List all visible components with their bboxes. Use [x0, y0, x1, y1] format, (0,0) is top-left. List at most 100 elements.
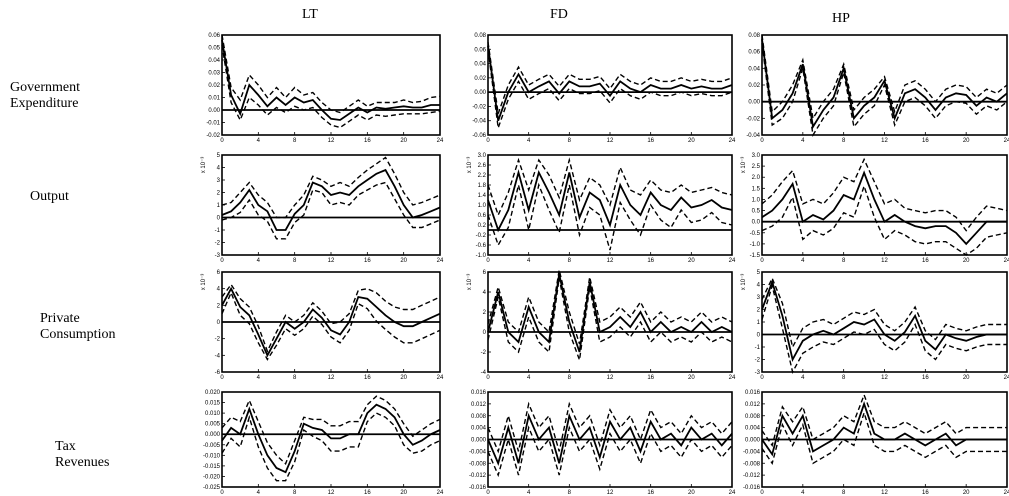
x-tick-label: 20 — [963, 258, 970, 264]
y-tick-label: 1 — [217, 203, 221, 209]
x-tick-label: 0 — [220, 375, 224, 381]
y-tick-label: 6 — [483, 270, 487, 276]
x-tick-label: 12 — [607, 375, 614, 381]
column-title-hp: HP — [832, 11, 850, 26]
y-tick-label: 1.0 — [752, 197, 761, 203]
y-tick-label: -0.02 — [746, 116, 760, 122]
x-tick-label: 12 — [607, 138, 614, 144]
lower-line — [761, 283, 1007, 374]
y-tick-label: 3.0 — [752, 153, 761, 159]
y-tick-label: 0.008 — [745, 414, 761, 420]
x-tick-label: 0 — [760, 490, 764, 496]
row-label-2-line-1: Consumption — [40, 327, 115, 342]
x-tick-label: 16 — [647, 490, 654, 496]
x-tick-label: 12 — [881, 490, 888, 496]
x-tick-label: 4 — [257, 138, 261, 144]
lower-line — [221, 181, 441, 240]
axis-multiplier-label: x 10⁻³ — [201, 274, 207, 291]
y-tick-label: 0.00 — [474, 90, 486, 96]
x-tick-label: 16 — [364, 490, 371, 496]
x-tick-label: 8 — [568, 375, 572, 381]
upper-line — [487, 401, 733, 454]
y-tick-label: 0.000 — [205, 432, 221, 438]
y-tick-label: 0.5 — [752, 209, 761, 215]
y-tick-label: -0.020 — [203, 474, 221, 480]
axis-multiplier-label: x 10⁻³ — [741, 274, 747, 291]
panel-r3-c1: 0.016 0.012 0.008 0.004 0.000 -0.004 -0.008 -0.… — [469, 390, 736, 496]
y-tick-label: 0.05 — [208, 46, 220, 52]
y-tick-label: -1.0 — [476, 253, 487, 259]
x-tick-label: 16 — [364, 258, 371, 264]
y-tick-label: 0.004 — [471, 426, 487, 432]
x-tick-label: 8 — [842, 258, 846, 264]
x-tick-label: 12 — [607, 258, 614, 264]
y-tick-label: 4 — [217, 166, 221, 172]
y-tick-label: -0.025 — [203, 485, 221, 491]
y-tick-label: 0.004 — [745, 426, 761, 432]
x-tick-label: 4 — [801, 258, 805, 264]
x-tick-label: 8 — [568, 138, 572, 144]
axis-multiplier-label: x 10⁻³ — [741, 157, 747, 174]
y-tick-label: 0 — [483, 330, 487, 336]
y-tick-label: 1 — [757, 320, 761, 326]
upper-line — [221, 283, 441, 354]
x-tick-label: 0 — [760, 258, 764, 264]
panel-frame — [761, 271, 1008, 373]
upper-line — [487, 42, 733, 114]
x-tick-label: 4 — [801, 138, 805, 144]
y-tick-label: 2.6 — [478, 163, 487, 169]
row-label-0-line-1: Expenditure — [10, 96, 78, 111]
x-tick-label: 24 — [1004, 375, 1009, 381]
y-tick-label: 0.000 — [471, 438, 487, 444]
row-label-3-line-1: Revenues — [55, 455, 109, 470]
upper-line — [221, 156, 441, 219]
y-tick-label: 0.06 — [474, 47, 486, 53]
y-tick-label: 0.04 — [208, 58, 220, 64]
x-tick-label: 8 — [293, 490, 297, 496]
x-tick-label: 24 — [1004, 490, 1009, 496]
x-tick-label: 8 — [842, 490, 846, 496]
x-tick-label: 8 — [293, 258, 297, 264]
y-tick-label: -2 — [755, 358, 761, 364]
y-tick-label: 0.015 — [205, 401, 221, 407]
y-tick-label: -0.005 — [203, 443, 221, 449]
x-tick-label: 20 — [963, 138, 970, 144]
y-tick-label: -0.016 — [743, 485, 761, 491]
x-tick-label: 8 — [568, 490, 572, 496]
y-tick-label: -0.016 — [469, 485, 487, 491]
y-tick-label: -2 — [215, 337, 221, 343]
x-tick-label: 24 — [729, 375, 736, 381]
panel-r0-c2: 0.08 0.06 0.04 0.02 0.00 -0.02 -0.040 4 8 12 16 20 2… — [746, 33, 1009, 144]
y-tick-label: 0.08 — [474, 33, 486, 39]
y-tick-label: -6 — [215, 370, 221, 376]
x-tick-label: 0 — [760, 375, 764, 381]
lower-line — [761, 43, 1008, 137]
y-tick-label: -2 — [215, 241, 221, 247]
x-tick-label: 20 — [400, 258, 407, 264]
y-tick-label: 2.2 — [478, 173, 487, 179]
axis-multiplier-label: x 10⁻³ — [201, 157, 207, 174]
x-tick-label: 16 — [922, 138, 929, 144]
x-tick-label: 16 — [647, 138, 654, 144]
row-label-2-line-0: Private — [40, 311, 80, 326]
y-tick-label: 4 — [217, 287, 221, 293]
upper-line — [487, 157, 733, 217]
x-tick-label: 20 — [400, 138, 407, 144]
x-tick-label: 12 — [881, 375, 888, 381]
lower-line — [487, 182, 733, 251]
lower-line — [487, 49, 733, 129]
x-tick-label: 8 — [568, 258, 572, 264]
y-tick-label: 0.02 — [208, 83, 220, 89]
x-tick-label: 24 — [729, 258, 736, 264]
y-tick-label: 0.005 — [205, 422, 221, 428]
lower-line — [487, 425, 733, 478]
y-tick-label: 3 — [217, 178, 221, 184]
x-tick-label: 12 — [607, 490, 614, 496]
x-tick-label: 0 — [760, 138, 764, 144]
panel-grid: 0.060.050.040.030.020.010.00-0.01-0.020 4… — [201, 33, 1009, 496]
panel-frame — [221, 154, 441, 256]
